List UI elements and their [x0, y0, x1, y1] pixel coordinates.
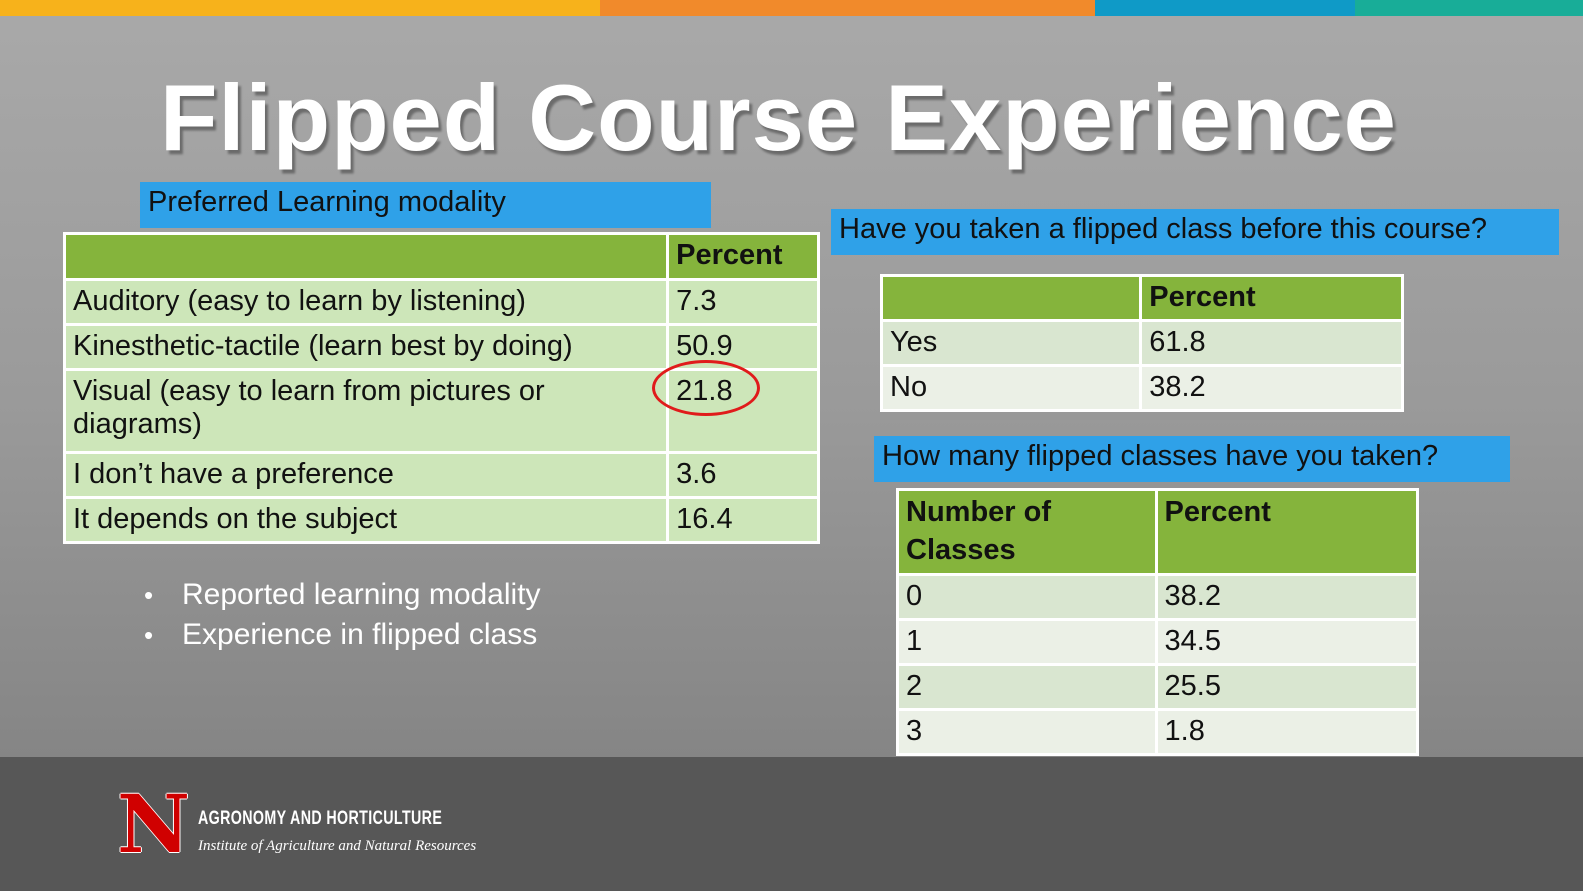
table-row: Auditory (easy to learn by listening) 7.…	[62, 278, 820, 326]
header-cell-label	[62, 232, 670, 281]
modality-cell: Kinesthetic-tactile (learn best by doing…	[62, 323, 670, 371]
classes-cell: 2	[896, 663, 1158, 711]
table-row: I don’t have a preference 3.6	[62, 451, 820, 499]
footer-bar	[0, 757, 1583, 891]
classes-cell: 1	[896, 618, 1158, 666]
modality-cell: Auditory (easy to learn by listening)	[62, 278, 670, 326]
nebraska-n-logo: N	[117, 777, 191, 871]
percent-cell: 38.2	[1139, 364, 1404, 412]
percent-cell: 16.4	[666, 496, 820, 544]
table-row: No 38.2	[879, 364, 1404, 412]
table-header-row: Percent	[879, 274, 1404, 322]
answer-cell: No	[879, 364, 1143, 412]
table-row: 1 34.5	[896, 618, 1420, 666]
header-cell-classes: Number of Classes	[896, 488, 1158, 576]
table-row: Kinesthetic-tactile (learn best by doing…	[62, 323, 820, 371]
table-header-row: Percent	[62, 232, 820, 281]
accent-bar-yellow	[0, 0, 600, 16]
slide-title: Flipped Course Experience	[160, 65, 1397, 170]
header-cell-percent: Percent	[1154, 488, 1420, 576]
percent-cell: 3.6	[666, 451, 820, 499]
highlight-circle	[652, 360, 760, 416]
bullet-item: Experience in flipped class	[140, 615, 541, 655]
table-header-row: Number of Classes Percent	[896, 488, 1420, 576]
table-row: Yes 61.8	[879, 319, 1404, 367]
answer-cell: Yes	[879, 319, 1143, 367]
header-cell-label	[879, 274, 1143, 322]
modality-cell: It depends on the subject	[62, 496, 670, 544]
taken-before-label: Have you taken a flipped class before th…	[831, 209, 1559, 255]
classes-cell: 3	[896, 708, 1158, 756]
table-row: 0 38.2	[896, 573, 1420, 621]
modality-cell: I don’t have a preference	[62, 451, 670, 499]
bullet-item: Reported learning modality	[140, 575, 541, 615]
header-cell-percent: Percent	[1139, 274, 1404, 322]
table-row: It depends on the subject 16.4	[62, 496, 820, 544]
bullet-list: Reported learning modality Experience in…	[140, 575, 541, 655]
accent-bar-orange	[600, 0, 1095, 16]
accent-bar	[0, 0, 1583, 16]
institute-name: Institute of Agriculture and Natural Res…	[198, 838, 477, 854]
percent-cell: 38.2	[1154, 573, 1420, 621]
accent-bar-blue	[1095, 0, 1355, 16]
percent-cell: 7.3	[666, 278, 820, 326]
modality-table: Percent Auditory (easy to learn by liste…	[62, 232, 820, 544]
modality-label: Preferred Learning modality	[140, 182, 711, 228]
percent-cell: 25.5	[1154, 663, 1420, 711]
table-row: 3 1.8	[896, 708, 1420, 756]
percent-cell: 1.8	[1154, 708, 1420, 756]
how-many-table: Number of Classes Percent 0 38.2 1 34.5 …	[896, 488, 1420, 756]
table-row: 2 25.5	[896, 663, 1420, 711]
classes-cell: 0	[896, 573, 1158, 621]
how-many-label: How many flipped classes have you taken?	[874, 436, 1510, 482]
percent-cell: 34.5	[1154, 618, 1420, 666]
accent-bar-teal	[1355, 0, 1583, 16]
percent-cell: 61.8	[1139, 319, 1404, 367]
department-name: AGRONOMY AND HORTICULTURE	[198, 808, 443, 829]
header-cell-percent: Percent	[666, 232, 820, 281]
taken-before-table: Percent Yes 61.8 No 38.2	[879, 274, 1404, 412]
modality-cell: Visual (easy to learn from pictures or d…	[62, 368, 670, 454]
